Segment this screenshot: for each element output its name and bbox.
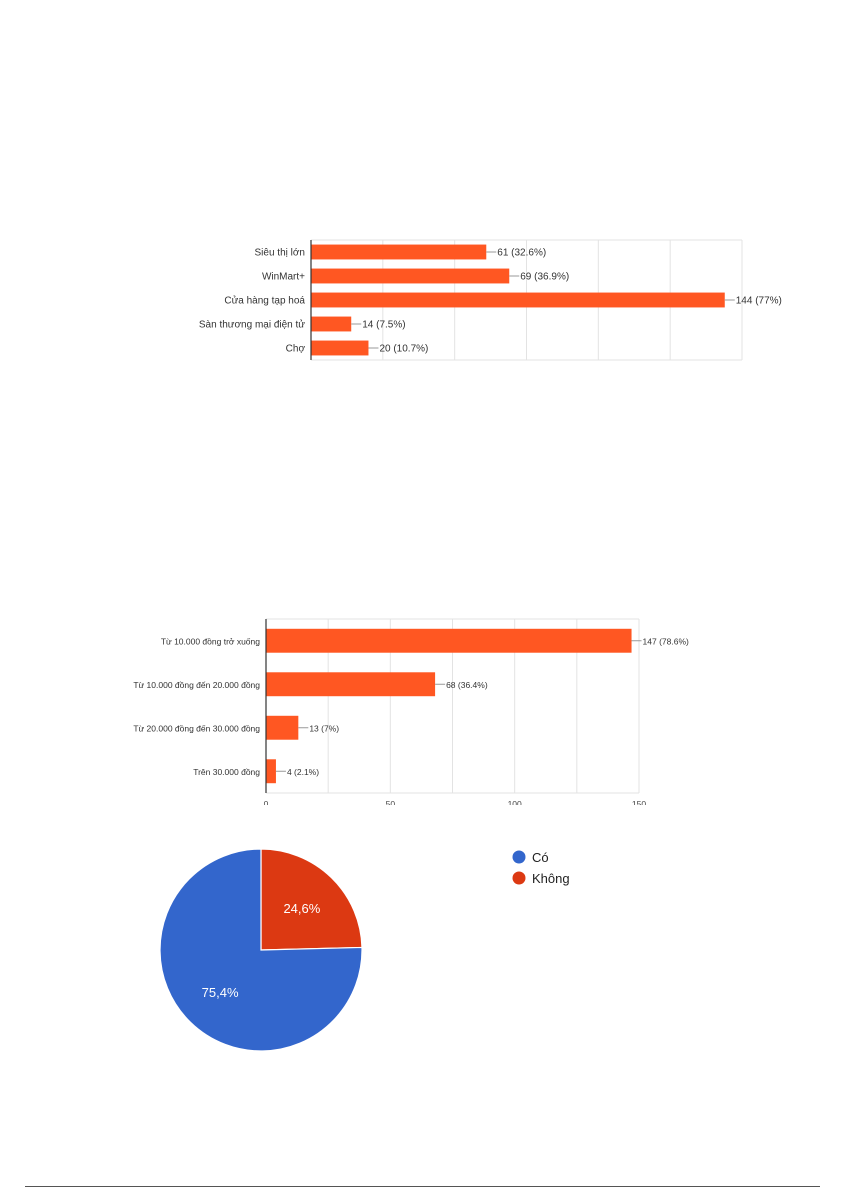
category-label: Cửa hàng tạp hoá (224, 295, 305, 307)
data-label: 144 (77%) (736, 296, 782, 307)
data-label: 61 (32.6%) (497, 248, 546, 259)
pie-slice-khong (260, 848, 363, 951)
data-label: 69 (36.9%) (520, 272, 569, 283)
bar (266, 672, 436, 697)
legend-label: Có (532, 850, 549, 865)
bar-chart-1-svg: Siêu thị lớn 61 (32.6%) WinMart+ 69 (36.9%)… (199, 239, 782, 361)
pie-slice-label: 75,4% (202, 985, 239, 1000)
category-label: Từ 10.000 đồng trở xuống (161, 636, 260, 646)
data-label: 13 (7%) (309, 723, 339, 733)
bar-chart-purchase-place: Siêu thị lớn 61 (32.6%) WinMart+ 69 (36.9%)… (150, 232, 810, 372)
pie-slice-label: 24,6% (283, 901, 320, 916)
category-label: WinMart+ (262, 272, 305, 283)
x-tick-label: 50 (386, 799, 396, 805)
bar (311, 268, 510, 284)
bar-chart-price-range: Từ 10.000 đồng trở xuống 147 (78.6%) Từ 10… (100, 615, 740, 809)
legend-label: Không (532, 871, 570, 886)
legend-marker (512, 871, 526, 885)
data-label: 20 (10.7%) (379, 344, 428, 355)
category-label: Từ 10.000 đồng đến 20.000 đồng (133, 680, 260, 690)
data-label: 68 (36.4%) (446, 680, 488, 690)
x-tick-label: 100 (508, 799, 522, 805)
bar-chart-2-svg: Từ 10.000 đồng trở xuống 147 (78.6%) Từ 10… (133, 618, 689, 809)
data-label: 14 (7.5%) (362, 320, 405, 331)
page-bottom-rule (25, 1186, 820, 1187)
data-label: 147 (78.6%) (643, 636, 689, 646)
category-label: Siêu thị lớn (255, 248, 305, 259)
x-tick-label: 0 (264, 799, 269, 805)
bar (311, 340, 369, 356)
category-label: Từ 20.000 đồng đến 30.000 đồng (133, 723, 260, 733)
pie-chart-svg: 24,6% 75,4% Có Không (159, 848, 570, 1052)
pie-chart-yes-no: 24,6% 75,4% Có Không (140, 840, 700, 1080)
category-label: Trên 30.000 đồng (193, 767, 260, 777)
category-label: Sàn thương mại điện tử (199, 319, 305, 331)
data-label: 4 (2.1%) (287, 767, 319, 777)
pie-slice-co (159, 848, 363, 1052)
bar (311, 316, 352, 332)
legend-marker (512, 850, 526, 864)
bar (266, 759, 276, 784)
x-tick-label: 150 (632, 799, 646, 805)
category-label: Chợ (286, 344, 306, 355)
bar (266, 715, 299, 740)
bar (266, 628, 632, 653)
bar (311, 244, 487, 260)
bar (311, 292, 725, 308)
